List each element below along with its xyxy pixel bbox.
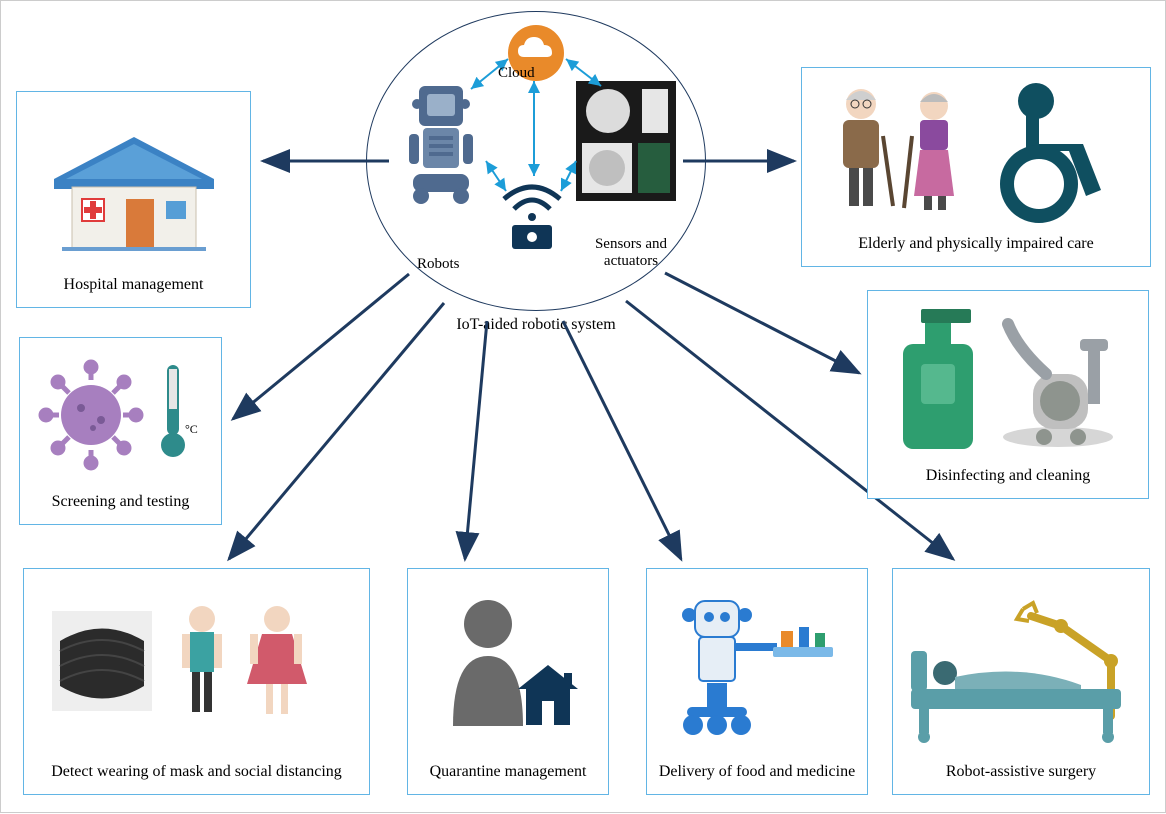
sensors-label: Sensors and actuators <box>586 236 676 270</box>
cloud-label: Cloud <box>498 65 535 82</box>
elderly-box: Elderly and physically impaired care <box>801 67 1151 267</box>
hospital-icon <box>23 100 244 267</box>
elderly-icon <box>808 76 1144 226</box>
screening-label: Screening and testing <box>52 492 190 512</box>
mask-icon <box>30 577 363 754</box>
robots-label: Robots <box>417 256 460 273</box>
hospital-label: Hospital management <box>64 275 204 295</box>
delivery-icon <box>653 577 861 754</box>
elderly-label: Elderly and physically impaired care <box>858 234 1093 254</box>
surgery-box: Robot-assistive surgery <box>892 568 1150 795</box>
center-title: IoT-aided robotic system <box>421 316 651 334</box>
quarantine-box: Quarantine management <box>407 568 609 795</box>
disinfect-icon <box>874 299 1142 458</box>
mask-box: Detect wearing of mask and social distan… <box>23 568 370 795</box>
hospital-box: Hospital management <box>16 91 251 308</box>
screening-box: °C Screening and testing <box>19 337 222 525</box>
robot-icon <box>409 86 473 204</box>
svg-text:°C: °C <box>185 422 198 436</box>
mask-label: Detect wearing of mask and social distan… <box>51 762 342 782</box>
disinfect-box: Disinfecting and cleaning <box>867 290 1149 499</box>
disinfect-label: Disinfecting and cleaning <box>926 466 1090 486</box>
surgery-icon <box>899 577 1143 754</box>
sensors-icon <box>576 81 676 201</box>
delivery-label: Delivery of food and medicine <box>659 762 855 782</box>
hub-icon <box>504 187 560 249</box>
delivery-box: Delivery of food and medicine <box>646 568 868 795</box>
screening-icon: °C <box>26 346 215 484</box>
quarantine-icon <box>414 577 602 754</box>
surgery-label: Robot-assistive surgery <box>946 762 1096 782</box>
quarantine-label: Quarantine management <box>430 762 587 782</box>
